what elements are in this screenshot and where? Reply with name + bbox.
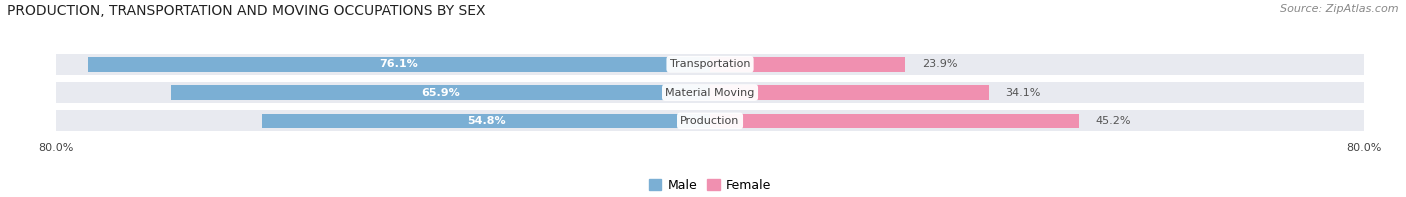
Bar	[172, 85, 710, 100]
Bar	[262, 113, 710, 128]
Text: 54.8%: 54.8%	[467, 116, 505, 126]
Text: 76.1%: 76.1%	[380, 59, 419, 69]
Text: 45.2%: 45.2%	[1095, 116, 1132, 126]
Bar	[56, 82, 1364, 103]
Bar	[56, 54, 1364, 75]
Bar	[710, 57, 905, 72]
Bar	[710, 113, 1080, 128]
Text: 23.9%: 23.9%	[922, 59, 957, 69]
Bar	[89, 57, 710, 72]
Text: Material Moving: Material Moving	[665, 88, 755, 98]
Bar	[56, 111, 1364, 131]
Text: 65.9%: 65.9%	[422, 88, 460, 98]
Text: 34.1%: 34.1%	[1005, 88, 1040, 98]
Text: Transportation: Transportation	[669, 59, 751, 69]
Text: Production: Production	[681, 116, 740, 126]
Text: Source: ZipAtlas.com: Source: ZipAtlas.com	[1281, 4, 1399, 14]
Text: PRODUCTION, TRANSPORTATION AND MOVING OCCUPATIONS BY SEX: PRODUCTION, TRANSPORTATION AND MOVING OC…	[7, 4, 485, 18]
Bar	[710, 85, 988, 100]
Legend: Male, Female: Male, Female	[644, 174, 776, 197]
